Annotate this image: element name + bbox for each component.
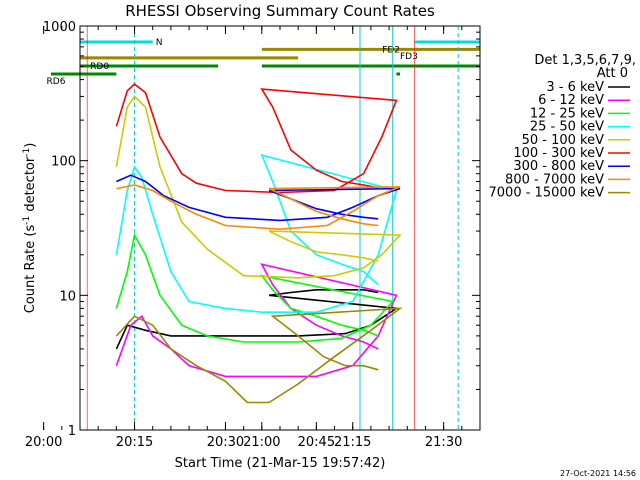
legend-label-4: 50 - 100 keV xyxy=(522,133,605,148)
legend-label-8: 7000 - 15000 keV xyxy=(489,186,605,201)
x-tick-label-6: 21:30 xyxy=(425,435,462,450)
indicator-label-rd6: RD6 xyxy=(47,77,66,87)
y-label-sup: -1 xyxy=(22,216,32,225)
y-axis-label: Count Rate (s-1 detector-1) xyxy=(22,143,38,314)
series-line-6 xyxy=(116,174,401,222)
series-line-5 xyxy=(115,83,398,194)
series-line-1 xyxy=(115,263,398,378)
x-axis-label: Start Time (21-Mar-15 19:57:42) xyxy=(175,456,386,471)
legend-label-0: 3 - 6 keV xyxy=(546,80,604,95)
legend-label-7: 800 - 7000 keV xyxy=(505,172,604,187)
indicator-label-n: N xyxy=(156,38,163,48)
y-tick-label-3: 1000 xyxy=(43,20,76,35)
y-label-close: ) xyxy=(23,143,38,148)
x-tick-label-1: 20:15 xyxy=(116,435,153,450)
x-tick-label-0: 20:00 xyxy=(25,435,62,450)
y-tick-label-0: 1 xyxy=(68,424,76,439)
y-tick-label-1: 10 xyxy=(59,289,76,304)
indicator-label-fd3: FD3 xyxy=(400,52,418,62)
indicator-label-fd2: FD2 xyxy=(382,45,400,55)
legend-label-6: 300 - 800 keV xyxy=(513,159,604,174)
y-label-sup2: -1 xyxy=(22,148,32,157)
x-tick-label-3: 20:45 xyxy=(298,435,335,450)
series-lines xyxy=(115,83,403,404)
legend-label-3: 25 - 50 keV xyxy=(530,120,604,135)
legend-header-1: Det 1,3,5,6,7,9, xyxy=(534,53,636,68)
y-label-part1: Count Rate (s xyxy=(23,225,38,314)
series-line-7 xyxy=(116,184,401,231)
series-line-2 xyxy=(115,232,395,343)
plot-frame xyxy=(79,25,481,431)
indicator-label-rd0: RD0 xyxy=(90,62,109,72)
series-line-4 xyxy=(115,95,402,279)
reference-lines xyxy=(86,26,459,430)
legend-header-2: Att 0 xyxy=(597,66,628,81)
legend-label-5: 100 - 300 keV xyxy=(513,146,604,161)
y-tick-label-2: 100 xyxy=(51,155,76,170)
axes: 20:00 20:15 20:30 20:45 21:00 21:15 21:30 1 10 10… xyxy=(25,20,480,450)
x-tick-label-5: 21:15 xyxy=(334,435,371,450)
x-tick-label-4: 21:00 xyxy=(243,435,280,450)
x-tick-label-2: 20:30 xyxy=(207,435,244,450)
series-line-8 xyxy=(115,307,403,404)
legend-label-2: 12 - 25 keV xyxy=(530,106,604,121)
timestamp: 27-Oct-2021 14:56 xyxy=(560,469,636,478)
chart-title: RHESSI Observing Summary Count Rates xyxy=(125,2,435,20)
legend-label-1: 6 - 12 keV xyxy=(538,93,604,108)
y-label-part2: detector xyxy=(23,156,38,216)
